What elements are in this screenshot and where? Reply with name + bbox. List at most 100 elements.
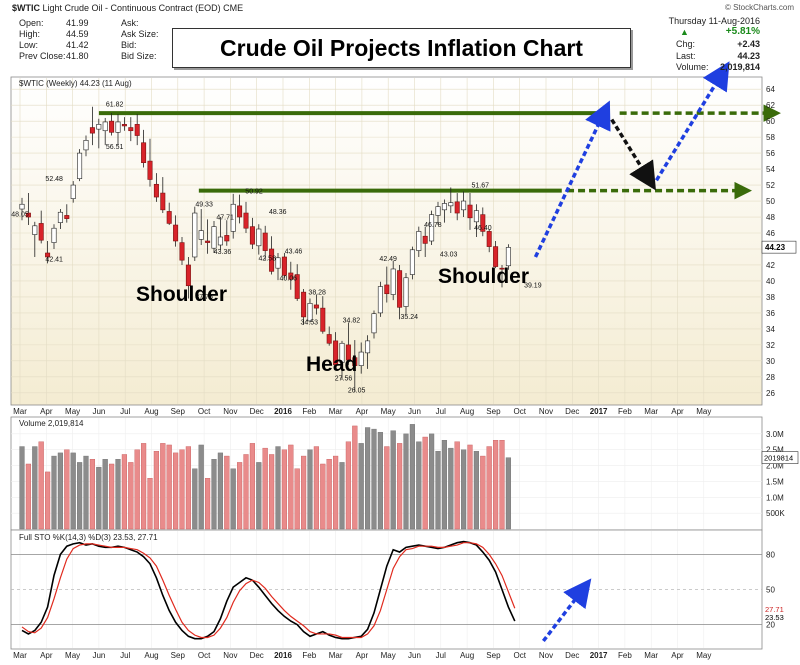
volume-bar	[230, 468, 236, 530]
volume-tick-label: 500K	[766, 509, 785, 518]
price-tick-label: 58	[766, 133, 775, 142]
candle-up	[32, 225, 38, 235]
candle-up	[371, 313, 377, 334]
x-tick-label: Jul	[436, 407, 446, 416]
x-tick-label: 2016	[274, 407, 292, 416]
candle-up	[57, 211, 63, 223]
x-tick-label: Jul	[120, 407, 130, 416]
volume-bar	[441, 440, 448, 530]
x-tick-label: Dec	[565, 407, 579, 416]
candle-up	[211, 226, 217, 249]
x-tick-label: Feb	[302, 407, 316, 416]
candle-up	[416, 231, 422, 251]
x-tick-label-bottom: May	[65, 651, 80, 660]
up-arrow-icon: ▲	[680, 27, 689, 37]
x-tick-label: Oct	[513, 407, 526, 416]
volume-tick-label: 3.0M	[766, 430, 784, 439]
candle-up	[102, 121, 108, 132]
volume-bar	[435, 451, 441, 530]
header-description: Light Crude Oil - Continuous Contract (E…	[42, 3, 221, 13]
price-tick-label: 36	[766, 309, 775, 318]
volume-bar	[377, 432, 384, 530]
volume-bar	[211, 459, 217, 530]
candle-up	[358, 351, 364, 366]
price-tick-label: 46	[766, 229, 775, 238]
price-tick-label: 52	[766, 181, 775, 190]
candle-down	[486, 231, 492, 247]
candle-down	[352, 357, 358, 366]
price-annotation: 48.05	[11, 212, 29, 219]
volume-bar	[397, 443, 403, 530]
header-date: Thursday 11-Aug-2016	[668, 16, 760, 26]
low-value: 41.42	[66, 40, 89, 50]
candle-down	[467, 204, 473, 219]
prev-close-value: 41.80	[66, 51, 89, 61]
sto-last-label: 23.53	[765, 613, 784, 622]
x-tick-label: May	[65, 407, 80, 416]
volume-bar	[505, 457, 512, 530]
x-tick-label-bottom: Dec	[565, 651, 579, 660]
price-tick-label: 50	[766, 197, 775, 206]
volume-bar	[19, 446, 25, 530]
candle-down	[160, 192, 166, 211]
candle-down	[237, 205, 243, 218]
x-tick-label-bottom: Oct	[513, 651, 526, 660]
candle-down	[288, 272, 294, 280]
volume-bar	[493, 440, 499, 530]
price-annotation: 43.03	[440, 252, 458, 259]
x-tick-label-bottom: Sep	[486, 651, 501, 660]
volume-tick-label: 2.5M	[766, 446, 784, 455]
candle-down	[384, 284, 390, 295]
price-annotation: 51.67	[471, 183, 489, 190]
volume-bar	[115, 459, 121, 530]
x-tick-label-bottom: Aug	[144, 651, 158, 660]
volume-bar	[256, 462, 262, 530]
candle-down	[422, 235, 428, 244]
last-value: 44.23	[737, 51, 760, 61]
volume-bar	[70, 452, 76, 530]
candle-down	[249, 226, 255, 245]
candle-up	[473, 210, 479, 223]
volume-bar	[365, 427, 371, 530]
x-tick-label-bottom: Apr	[356, 651, 369, 660]
candle-up	[77, 152, 83, 179]
volume-bar	[128, 462, 134, 530]
volume-bar	[38, 441, 44, 530]
volume-bar	[467, 444, 473, 530]
candle-down	[134, 124, 140, 136]
volume-bar	[236, 462, 243, 530]
price-tick-label: 54	[766, 165, 775, 174]
volume-bar	[25, 463, 32, 530]
volume-bar	[499, 440, 505, 530]
x-tick-label: Apr	[40, 407, 53, 416]
volume-bar	[166, 444, 172, 530]
volume-bar	[179, 449, 185, 530]
candle-up	[505, 247, 511, 267]
volume-tick-label: 1.0M	[766, 493, 784, 502]
x-tick-label: Mar	[329, 407, 343, 416]
volume-bar	[192, 468, 198, 530]
left-shoulder-label: Shoulder	[136, 283, 228, 306]
sto-tick-label: 20	[766, 621, 775, 630]
sto-series-line	[21, 540, 516, 640]
open-label: Open:	[19, 18, 44, 28]
x-tick-label: Oct	[198, 407, 211, 416]
x-tick-label-bottom: Apr	[671, 651, 684, 660]
volume-bar	[32, 446, 38, 530]
candle-up	[70, 184, 76, 199]
price-annotation: 34.82	[343, 317, 361, 324]
price-annotation: 49.33	[195, 201, 213, 208]
price-annotation: 56.51	[106, 144, 124, 151]
price-tick-label: 42	[766, 261, 775, 270]
candle-down	[89, 127, 95, 134]
volume-bar	[147, 478, 153, 530]
candle-up	[115, 121, 121, 133]
header-exchange: CME	[223, 3, 244, 13]
volume-bar	[461, 449, 467, 530]
candle-down	[166, 211, 172, 224]
volume-bar	[294, 468, 300, 530]
price-tick-label: 34	[766, 325, 775, 334]
price-tick-label: 64	[766, 85, 775, 94]
ask-size-label: Ask Size:	[121, 29, 159, 39]
volume-bar	[140, 443, 147, 530]
